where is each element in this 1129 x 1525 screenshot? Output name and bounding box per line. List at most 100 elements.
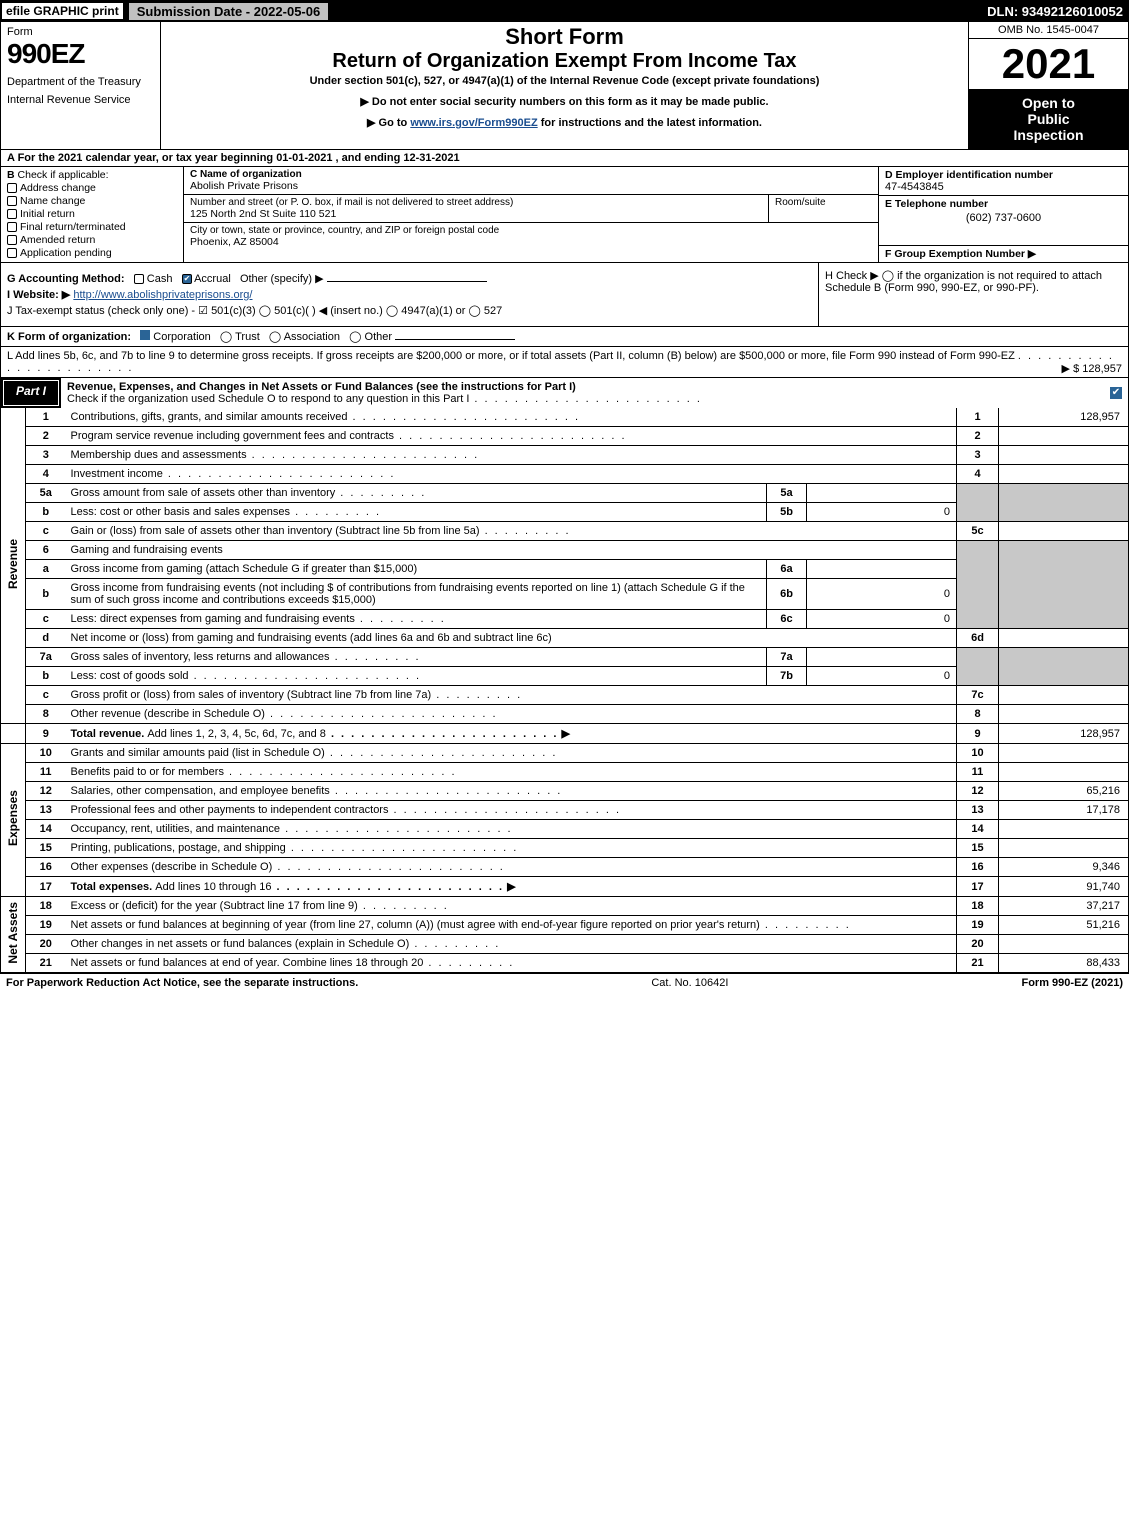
desc-text: Other changes in net assets or fund bala… [71, 938, 410, 950]
ln-desc: Gross income from gaming (attach Schedul… [66, 560, 767, 579]
ln-num: 4 [26, 465, 66, 484]
checkbox-corp-icon[interactable] [140, 330, 150, 340]
goto-line: ▶ Go to www.irs.gov/Form990EZ for instru… [169, 116, 960, 129]
chk-label: Final return/terminated [20, 221, 126, 233]
ln-num: 19 [26, 916, 66, 935]
desc-text: Other expenses (describe in Schedule O) [71, 861, 273, 873]
rln: 20 [957, 935, 999, 954]
line-6: 6 Gaming and fundraising events [1, 541, 1129, 560]
rval: 128,957 [999, 408, 1129, 427]
chk-name-change[interactable]: Name change [7, 195, 177, 207]
ln-num: 17 [26, 877, 66, 897]
opt-trust: Trust [235, 331, 260, 343]
goto-link[interactable]: www.irs.gov/Form990EZ [410, 117, 537, 129]
rval [999, 522, 1129, 541]
dots [280, 823, 513, 835]
dots [330, 785, 563, 797]
dots [760, 919, 851, 931]
ln-num: c [26, 610, 66, 629]
rval [999, 839, 1129, 858]
chk-final-return[interactable]: Final return/terminated [7, 221, 177, 233]
chk-amended-return[interactable]: Amended return [7, 234, 177, 246]
opt-other: Other (specify) ▶ [240, 273, 324, 285]
ln-num: 15 [26, 839, 66, 858]
checkbox-icon [7, 235, 17, 245]
chk-application-pending[interactable]: Application pending [7, 247, 177, 259]
goto-prefix: ▶ Go to [367, 117, 410, 129]
dots [272, 861, 505, 873]
mini-ln: 5b [767, 503, 807, 522]
section-gh: G Accounting Method: Cash Accrual Other … [0, 263, 1129, 327]
rln: 19 [957, 916, 999, 935]
desc-text: Net assets or fund balances at beginning… [71, 919, 760, 931]
line-19: 19 Net assets or fund balances at beginn… [1, 916, 1129, 935]
ln-desc: Benefits paid to or for members [66, 763, 957, 782]
line-3: 3 Membership dues and assessments 3 [1, 446, 1129, 465]
line-14: 14 Occupancy, rent, utilities, and maint… [1, 820, 1129, 839]
l-amount: ▶ $ 128,957 [1062, 362, 1122, 375]
chk-label: Address change [20, 182, 96, 194]
mini-ln: 6b [767, 579, 807, 610]
k-label: K Form of organization: [7, 331, 131, 343]
desc-text: Investment income [71, 468, 163, 480]
mini-ln: 7b [767, 667, 807, 686]
ln-num: 1 [26, 408, 66, 427]
part1-header: Part I Revenue, Expenses, and Changes in… [0, 378, 1129, 408]
website-link[interactable]: http://www.abolishprivateprisons.org/ [73, 289, 252, 301]
checkbox-accrual-icon[interactable] [182, 274, 192, 284]
header: Form 990EZ Department of the Treasury In… [0, 22, 1129, 150]
ln-num: 21 [26, 954, 66, 973]
row-k: K Form of organization: Corporation ◯ Tr… [0, 327, 1129, 347]
desc-text: Membership dues and assessments [71, 449, 247, 461]
header-right: OMB No. 1545-0047 2021 Open to Public In… [968, 22, 1128, 149]
opt-other-org: Other [365, 331, 393, 343]
dots [247, 449, 480, 461]
revenue-sidelabel: Revenue [1, 408, 26, 724]
ln-num: 13 [26, 801, 66, 820]
tax-exempt-status: J Tax-exempt status (check only one) - ☑… [7, 304, 812, 317]
chk-label: Name change [20, 195, 85, 207]
opt-corp: Corporation [153, 331, 210, 343]
line-6d: d Net income or (loss) from gaming and f… [1, 629, 1129, 648]
desc-text: Gain or (loss) from sale of assets other… [71, 525, 480, 537]
l-text: L Add lines 5b, 6c, and 7b to line 9 to … [7, 350, 1015, 362]
ln-desc: Gross amount from sale of assets other t… [66, 484, 767, 503]
revenue-text: Revenue [6, 539, 20, 589]
line-12: 12 Salaries, other compensation, and emp… [1, 782, 1129, 801]
dots [326, 728, 559, 740]
dots [163, 468, 396, 480]
other-org-blank [395, 339, 515, 340]
rval: 17,178 [999, 801, 1129, 820]
goto-suffix: for instructions and the latest informat… [541, 117, 762, 129]
org-name-value: Abolish Private Prisons [190, 180, 872, 192]
ln-desc: Less: cost or other basis and sales expe… [66, 503, 767, 522]
ln-num: 2 [26, 427, 66, 446]
mini-val: 0 [807, 579, 957, 610]
chk-address-change[interactable]: Address change [7, 182, 177, 194]
desc-text: Less: cost of goods sold [71, 670, 189, 682]
ln-desc: Membership dues and assessments [66, 446, 957, 465]
chk-initial-return[interactable]: Initial return [7, 208, 177, 220]
rval [999, 744, 1129, 763]
dept-treasury: Department of the Treasury [7, 76, 154, 88]
open-line2: Public [971, 111, 1126, 127]
desc-text: Less: cost or other basis and sales expe… [71, 506, 291, 518]
tel-cell: E Telephone number (602) 737-0600 [879, 196, 1128, 246]
desc-text: Less: direct expenses from gaming and fu… [71, 613, 355, 625]
dots [409, 938, 500, 950]
opt-cash: Cash [147, 273, 173, 285]
dln: DLN: 93492126010052 [987, 4, 1129, 19]
checkbox-cash-icon[interactable] [134, 274, 144, 284]
spacer [1, 724, 26, 744]
ln-desc: Net assets or fund balances at beginning… [66, 916, 957, 935]
line-17: 17 Total expenses. Add lines 10 through … [1, 877, 1129, 897]
ln-num: c [26, 522, 66, 541]
dots [224, 766, 457, 778]
rln-shade [957, 484, 999, 522]
ln-num: a [26, 560, 66, 579]
rln: 11 [957, 763, 999, 782]
ln-num: 8 [26, 705, 66, 724]
ln-num: b [26, 579, 66, 610]
row-l: L Add lines 5b, 6c, and 7b to line 9 to … [0, 347, 1129, 378]
rln: 10 [957, 744, 999, 763]
